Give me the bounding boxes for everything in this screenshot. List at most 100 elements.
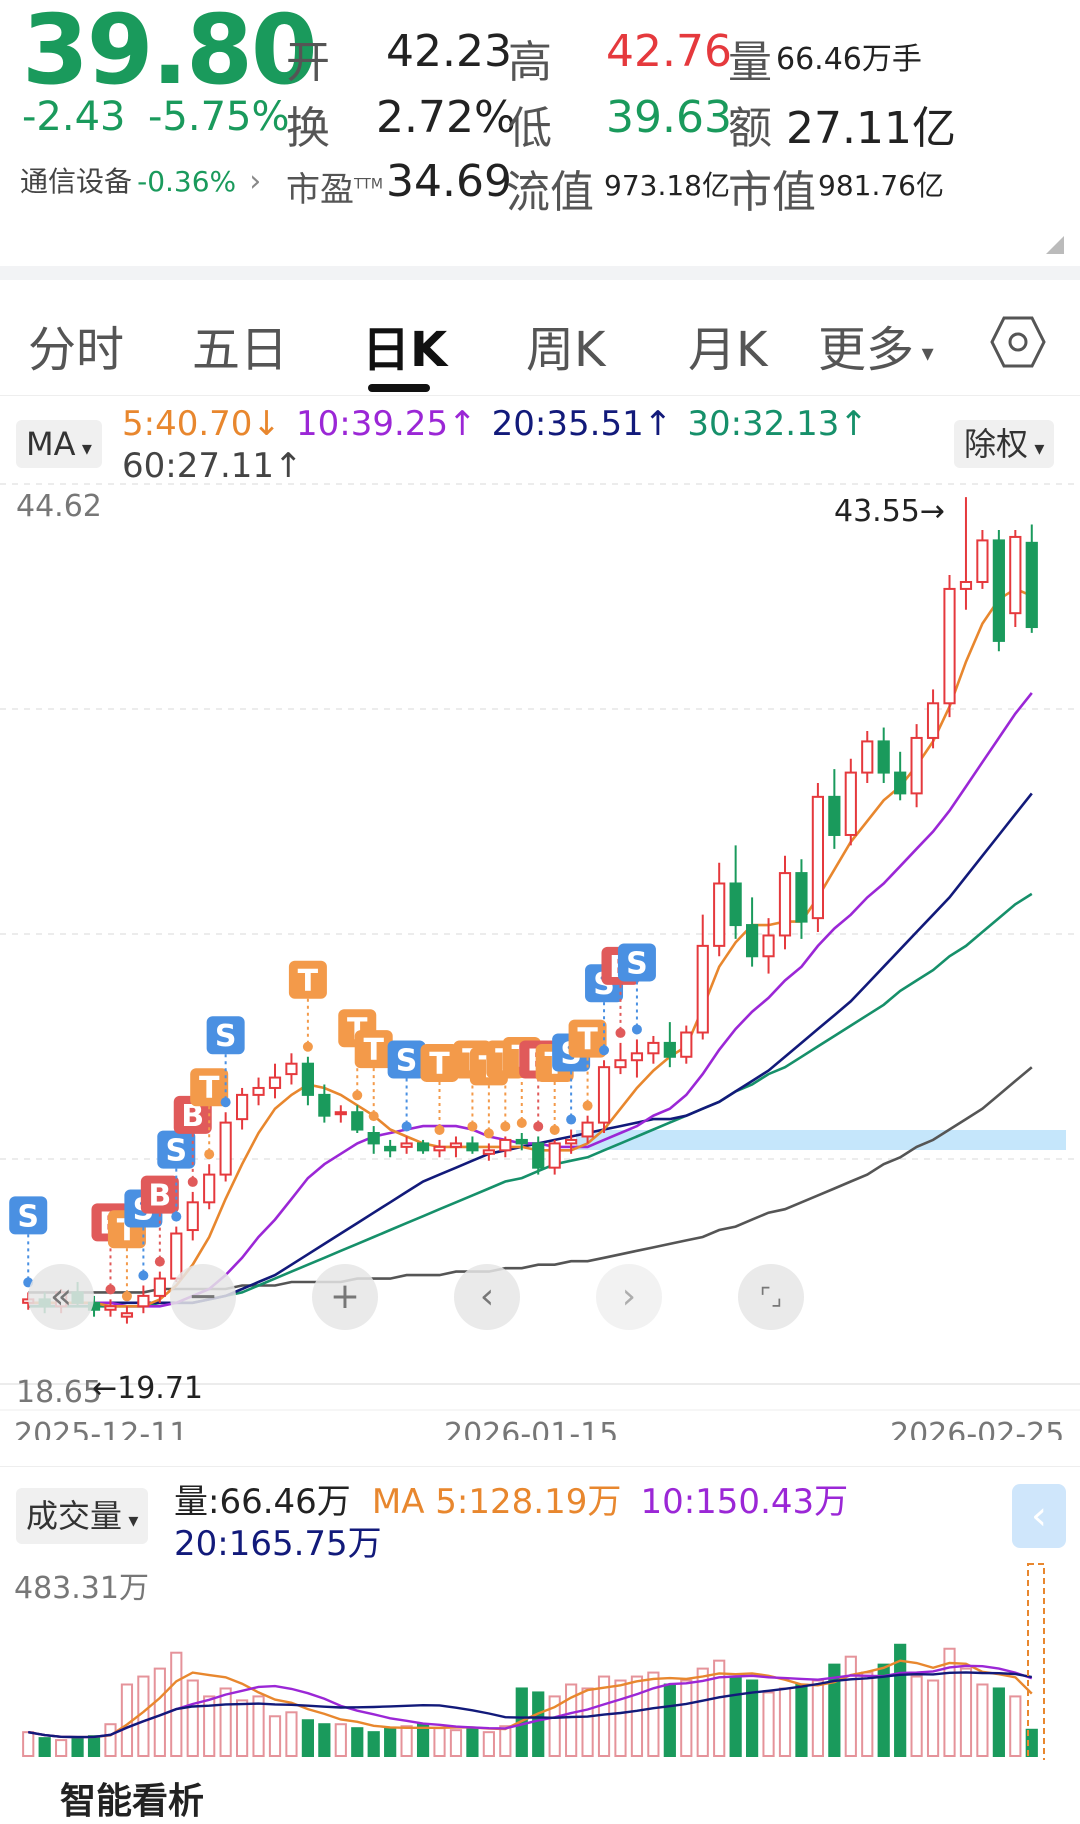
signal-dot [204,1149,215,1160]
volume-bar [680,1679,693,1757]
volume-bar [252,1695,265,1758]
zoom-in-button[interactable]: + [312,1264,378,1330]
volume-ma20-line [27,1671,1033,1739]
fullscreen-icon: ⌜⌟ [759,1283,783,1311]
candle-body [828,795,841,836]
tab-intraday[interactable]: 分时 [28,322,125,378]
signal-badge [617,943,656,982]
volume-bar [926,1679,940,1757]
settings-hexagon-icon[interactable] [990,314,1046,370]
caret-down-icon: ▾ [1028,436,1045,460]
turnover-value: 2.72% [376,92,516,143]
tab-more-label: 更多 [818,322,915,378]
volume-legend: 量:66.46万 MA 5:128.19万 10:150.43万 [174,1474,848,1523]
tab-monthly-k[interactable]: 月K [688,322,768,378]
volume-bar [745,1679,759,1757]
volume-bar [203,1695,216,1758]
jump-first-button[interactable]: « [28,1264,94,1330]
price-change: -2.43 [22,94,126,140]
candle-body [581,1121,594,1138]
volume-bar [565,1683,578,1757]
candle-body [384,1145,397,1152]
candle-body [318,1093,331,1117]
signal-dot [483,1128,494,1139]
volume-bar [663,1683,676,1757]
volume-bar [71,1737,84,1757]
zoom-out-button[interactable]: − [170,1264,236,1330]
volume-indicator-selector[interactable]: 成交量 ▾ [16,1488,149,1544]
signal-badge [9,1196,48,1235]
indicator-selector[interactable]: MA ▾ [16,420,102,468]
candle-body [433,1145,446,1152]
candle-body [203,1173,216,1204]
chevron-right-icon: › [621,1276,637,1317]
candle-body [532,1142,545,1169]
signal-dot [154,1256,165,1267]
tab-more[interactable]: 更多 ▾ [818,310,934,380]
signal-badge [387,1040,426,1079]
signal-label: S [215,1019,237,1054]
signal-dot [631,1024,642,1035]
pe-label: 市盈TTM [286,162,383,211]
tab-daily-k[interactable]: 日K [362,322,448,378]
collapse-panel-button[interactable]: ‹ [1012,1484,1066,1548]
next-button[interactable]: › [596,1264,662,1330]
volume-bar [400,1725,413,1758]
signal-dot [352,1090,363,1101]
signal-dot [434,1124,445,1135]
last-price: 39.80 [22,0,318,106]
candle-body [910,736,923,795]
candle-body [811,795,825,920]
float-cap-label: 流值 [506,167,594,218]
volume-bar [828,1663,841,1757]
tab-five-day[interactable]: 五日 [192,322,289,378]
volume-bar [894,1643,907,1757]
quote-header: 39.80 -2.43 -5.75% 开 42.23 高 42.76 量 66.… [0,0,1080,265]
candle-body [416,1142,430,1152]
volume-bar [795,1683,808,1757]
ma30-value: 30:32.13 [687,404,840,444]
candle-body [861,740,874,774]
volume-bar [630,1675,644,1757]
ma20-value: 20:35.51 [491,404,644,444]
active-tab-indicator [368,384,430,392]
volume-bar [170,1651,183,1757]
volume-bar [729,1675,742,1757]
signal-dot [121,1291,132,1302]
volume-bar [1025,1728,1038,1758]
adjust-selector[interactable]: 除权 ▾ [954,420,1055,468]
volume-bar [120,1683,134,1757]
turnover-label: 换 [286,103,330,154]
volume-bar [367,1731,380,1758]
volume-bar [778,1687,792,1757]
prev-button[interactable]: ‹ [454,1264,520,1330]
adjust-selector-label: 除权 [964,425,1029,463]
expand-corner-icon[interactable] [1046,236,1064,254]
high-annotation: 43.55→ [834,494,945,529]
volume-bar [1009,1695,1022,1758]
volume-ma20: 20:165.75万 [174,1524,382,1564]
signal-dot [566,1114,577,1125]
industry-name: 通信设备 [20,165,133,198]
industry-link[interactable]: 通信设备 -0.36% › [20,160,261,200]
x-label-start: 2025-12-11 [14,1417,188,1440]
y-max-label: 44.62 [16,489,102,524]
ma5-legend: 5:40.70↓ [122,404,281,444]
candle-body [351,1111,364,1131]
volume-bar [992,1687,1005,1757]
volume-bar [433,1727,446,1757]
kline-chart[interactable]: SBTSBSBTSTTTSTTTTTBTSTSBS 44.62 18.65 43… [0,430,1080,1440]
volume-bar [301,1719,315,1757]
volume-bar [351,1727,364,1757]
signal-dot [599,1045,610,1056]
candle-body [235,1093,249,1121]
tab-weekly-k[interactable]: 周K [526,322,606,378]
volume-bar [910,1675,923,1757]
signal-dot [171,1211,182,1222]
low-value: 39.63 [606,92,732,143]
volume-bar [268,1715,282,1757]
y-min-label: 18.65 [16,1375,102,1410]
fullscreen-button[interactable]: ⌜⌟ [738,1264,804,1330]
candle-body [992,539,1005,642]
caret-down-icon: ▾ [914,339,934,367]
